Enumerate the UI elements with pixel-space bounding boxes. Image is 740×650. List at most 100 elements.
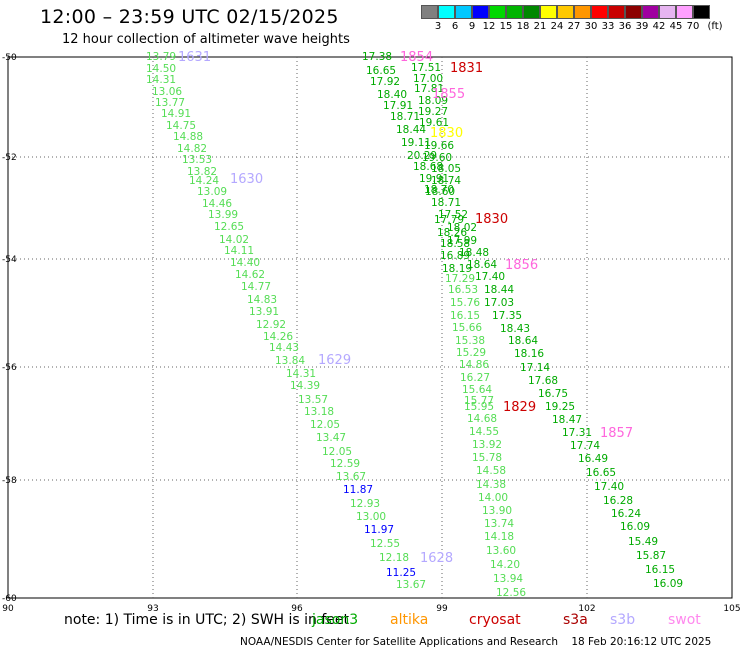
color-scale-tick: 6 bbox=[451, 21, 459, 32]
wave-height-value: 18.71 bbox=[390, 111, 420, 123]
color-scale-tick: 12 bbox=[482, 21, 496, 32]
color-scale-tick: 3 bbox=[434, 21, 442, 32]
track-time-label: 1628 bbox=[420, 551, 453, 566]
wave-height-value: 15.49 bbox=[628, 536, 658, 548]
wave-height-value: 14.43 bbox=[269, 342, 299, 354]
wave-height-value: 18.44 bbox=[396, 124, 426, 136]
note-text: note: 1) Time is in UTC; 2) SWH is in fe… bbox=[64, 612, 350, 628]
map-title: 12:00 – 23:59 UTC 02/15/2025 bbox=[40, 6, 339, 28]
color-swatch-4 bbox=[489, 5, 506, 19]
wave-height-value: 12.05 bbox=[310, 419, 340, 431]
footer-credit-text: NOAA/NESDIS Center for Satellite Applica… bbox=[240, 636, 558, 648]
wave-height-value: 19.25 bbox=[545, 401, 575, 413]
wave-height-value: 14.46 bbox=[202, 198, 232, 210]
wave-height-value: 15.29 bbox=[456, 347, 486, 359]
color-scale-tick: 27 bbox=[567, 21, 581, 32]
wave-height-value: 16.53 bbox=[448, 284, 478, 296]
satellite-s3b: s3b bbox=[610, 612, 636, 628]
wave-height-value: 13.67 bbox=[396, 579, 426, 591]
color-scale-legend: 3 6 9 12 15 18 21 24 27 30 33 36 39 42 45 70 (ft) bbox=[421, 5, 740, 35]
latitude-label: -60 bbox=[2, 594, 17, 604]
wave-height-value: 14.02 bbox=[219, 234, 249, 246]
color-swatch-3 bbox=[472, 5, 489, 19]
wave-height-value: 14.11 bbox=[224, 245, 254, 257]
color-swatch-0 bbox=[421, 5, 438, 19]
wave-height-value: 17.68 bbox=[528, 375, 558, 387]
wave-height-value: 17.92 bbox=[370, 76, 400, 88]
wave-height-value: 13.79 bbox=[146, 51, 176, 63]
wave-height-value: 14.40 bbox=[230, 257, 260, 269]
wave-height-value: 14.26 bbox=[263, 331, 293, 343]
wave-height-value: 11.25 bbox=[386, 567, 416, 579]
wave-height-value: 12.55 bbox=[370, 538, 400, 550]
wave-height-value: 19.27 bbox=[418, 106, 448, 118]
longitude-label: 96 bbox=[291, 604, 303, 614]
color-swatch-7 bbox=[540, 5, 557, 19]
wave-height-value: 19.91 bbox=[419, 173, 449, 185]
wave-height-value: 12.56 bbox=[496, 587, 526, 599]
color-scale-tick: 9 bbox=[468, 21, 476, 32]
color-swatch-14 bbox=[659, 5, 676, 19]
wave-height-value: 14.62 bbox=[235, 269, 265, 281]
wave-height-value: 17.31 bbox=[562, 427, 592, 439]
wave-height-value: 13.99 bbox=[208, 209, 238, 221]
wave-height-value: 17.40 bbox=[594, 481, 624, 493]
wave-height-value: 14.39 bbox=[290, 380, 320, 392]
wave-height-value: 13.47 bbox=[316, 432, 346, 444]
wave-height-value: 17.40 bbox=[475, 271, 505, 283]
color-swatch-12 bbox=[625, 5, 642, 19]
wave-height-value: 18.64 bbox=[467, 259, 497, 271]
wave-height-value: 15.38 bbox=[455, 335, 485, 347]
satellite-altika: altika bbox=[390, 612, 429, 628]
wave-height-value: 18.05 bbox=[431, 163, 461, 175]
track-time-label: 1630 bbox=[230, 172, 263, 187]
satellite-swot: swot bbox=[668, 612, 701, 628]
longitude-label: 105 bbox=[723, 604, 740, 614]
wave-height-value: 13.74 bbox=[484, 518, 514, 530]
wave-height-value: 18.70 bbox=[424, 184, 454, 196]
wave-height-value: 15.64 bbox=[462, 384, 492, 396]
color-scale-tick: 15 bbox=[499, 21, 513, 32]
wave-height-value: 14.50 bbox=[146, 63, 176, 75]
color-swatch-16 bbox=[693, 5, 710, 19]
track-time-label: 1629 bbox=[318, 353, 351, 368]
wave-height-value: 15.77 bbox=[464, 395, 494, 407]
latitude-label: -58 bbox=[2, 476, 17, 486]
wave-height-value: 12.92 bbox=[256, 319, 286, 331]
wave-height-value: 14.75 bbox=[166, 120, 196, 132]
longitude-label: 93 bbox=[147, 604, 158, 614]
wave-height-value: 17.91 bbox=[383, 100, 413, 112]
latitude-label: -52 bbox=[2, 153, 17, 163]
wave-height-value: 19.60 bbox=[422, 152, 452, 164]
wave-height-value: 16.89 bbox=[440, 250, 470, 262]
wave-height-value: 18.60 bbox=[425, 186, 455, 198]
wave-height-value: 18.74 bbox=[431, 175, 461, 187]
color-swatch-5 bbox=[506, 5, 523, 19]
wave-height-value: 16.24 bbox=[611, 508, 641, 520]
color-scale-tick: 70 bbox=[686, 21, 700, 32]
wave-height-value: 11.87 bbox=[343, 484, 373, 496]
color-scale-labels: 3 6 9 12 15 18 21 24 27 30 33 36 39 42 45 70 (ft) bbox=[421, 19, 740, 35]
color-swatch-9 bbox=[574, 5, 591, 19]
longitude-label: 90 bbox=[2, 604, 14, 614]
wave-height-value: 17.03 bbox=[484, 297, 514, 309]
wave-height-value: 11.97 bbox=[364, 524, 394, 536]
wave-height-value: 18.44 bbox=[484, 284, 514, 296]
wave-height-value: 17.29 bbox=[445, 273, 475, 285]
wave-height-value: 20.29 bbox=[407, 150, 437, 162]
color-scale-tick: 42 bbox=[652, 21, 666, 32]
wave-height-value: 13.67 bbox=[336, 471, 366, 483]
track-time-label: 1829 bbox=[503, 400, 536, 415]
latitude-label: -50 bbox=[2, 53, 17, 63]
map-frame bbox=[7, 56, 733, 599]
track-time-label: 1830 bbox=[430, 126, 463, 141]
wave-height-value: 13.53 bbox=[182, 154, 212, 166]
color-swatch-2 bbox=[455, 5, 472, 19]
color-swatch-15 bbox=[676, 5, 693, 19]
wave-height-value: 18.02 bbox=[447, 222, 477, 234]
wave-height-value: 14.31 bbox=[286, 368, 316, 380]
color-swatch-6 bbox=[523, 5, 540, 19]
longitude-label: 99 bbox=[436, 604, 448, 614]
wave-height-value: 14.82 bbox=[177, 143, 207, 155]
color-scale-tick: 24 bbox=[550, 21, 564, 32]
